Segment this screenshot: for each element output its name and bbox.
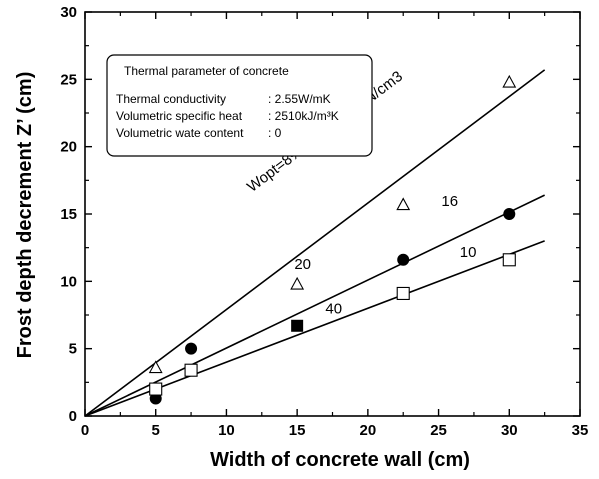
thermal-conductivity-label: Thermal conductivity (116, 92, 226, 106)
open-square-point (502, 253, 516, 267)
fit-line (84, 69, 546, 417)
open-square-point (184, 363, 198, 377)
triangle-point (502, 74, 517, 88)
thermal-conductivity-value: : 2.55W/mK (268, 92, 331, 106)
x-axis-ticks: 0 5 10 15 20 25 30 35 (81, 12, 589, 439)
open-square-point (149, 382, 163, 396)
y-tick-label: 20 (60, 139, 77, 156)
x-tick-label: 10 (218, 422, 235, 439)
line-value-label: 40 (325, 301, 342, 318)
volumetric-specific-heat-label: Volumetric specific heat (116, 109, 243, 123)
y-tick-label: 5 (69, 341, 77, 358)
volumetric-specific-heat-value: : 2510kJ/m³K (268, 109, 339, 123)
x-axis-title: Width of concrete wall (cm) (210, 449, 470, 471)
x-tick-label: 25 (430, 422, 447, 439)
triangle-point (290, 276, 305, 290)
line-value-label: 20 (294, 256, 311, 273)
line-value-label: 16 (441, 193, 458, 210)
x-tick-label: 35 (572, 422, 589, 439)
fit-line (84, 194, 545, 417)
volumetric-water-content-value: : 0 (268, 126, 282, 140)
y-tick-label: 0 (69, 408, 77, 425)
y-axis-ticks: 0 5 10 15 20 25 30 (60, 4, 580, 425)
circle-point (185, 342, 198, 355)
line-value-label: 10 (460, 244, 477, 261)
data-points (148, 74, 517, 405)
circle-point (397, 253, 410, 266)
x-tick-label: 5 (152, 422, 160, 439)
x-tick-label: 30 (501, 422, 518, 439)
thermal-parameter-box-title: Thermal parameter of concrete (124, 64, 289, 78)
y-tick-label: 10 (60, 273, 77, 290)
thermal-parameter-box: Thermal parameter of concrete Thermal co… (106, 54, 373, 157)
triangle-point (148, 360, 163, 374)
y-tick-label: 15 (60, 206, 77, 223)
thermal-parameter-box-frame (106, 54, 373, 157)
y-tick-label: 30 (60, 4, 77, 21)
x-tick-label: 15 (289, 422, 306, 439)
circle-point (503, 208, 516, 220)
volumetric-water-content-label: Volumetric wate content (116, 126, 244, 140)
filled-square-point (291, 319, 304, 332)
y-tick-label: 25 (60, 71, 77, 88)
open-square-point (396, 286, 410, 301)
y-axis-title: Frost depth decrement Z’ (cm) (14, 72, 36, 359)
x-tick-label: 0 (81, 422, 89, 439)
x-tick-label: 20 (360, 422, 377, 439)
triangle-point (396, 197, 411, 211)
